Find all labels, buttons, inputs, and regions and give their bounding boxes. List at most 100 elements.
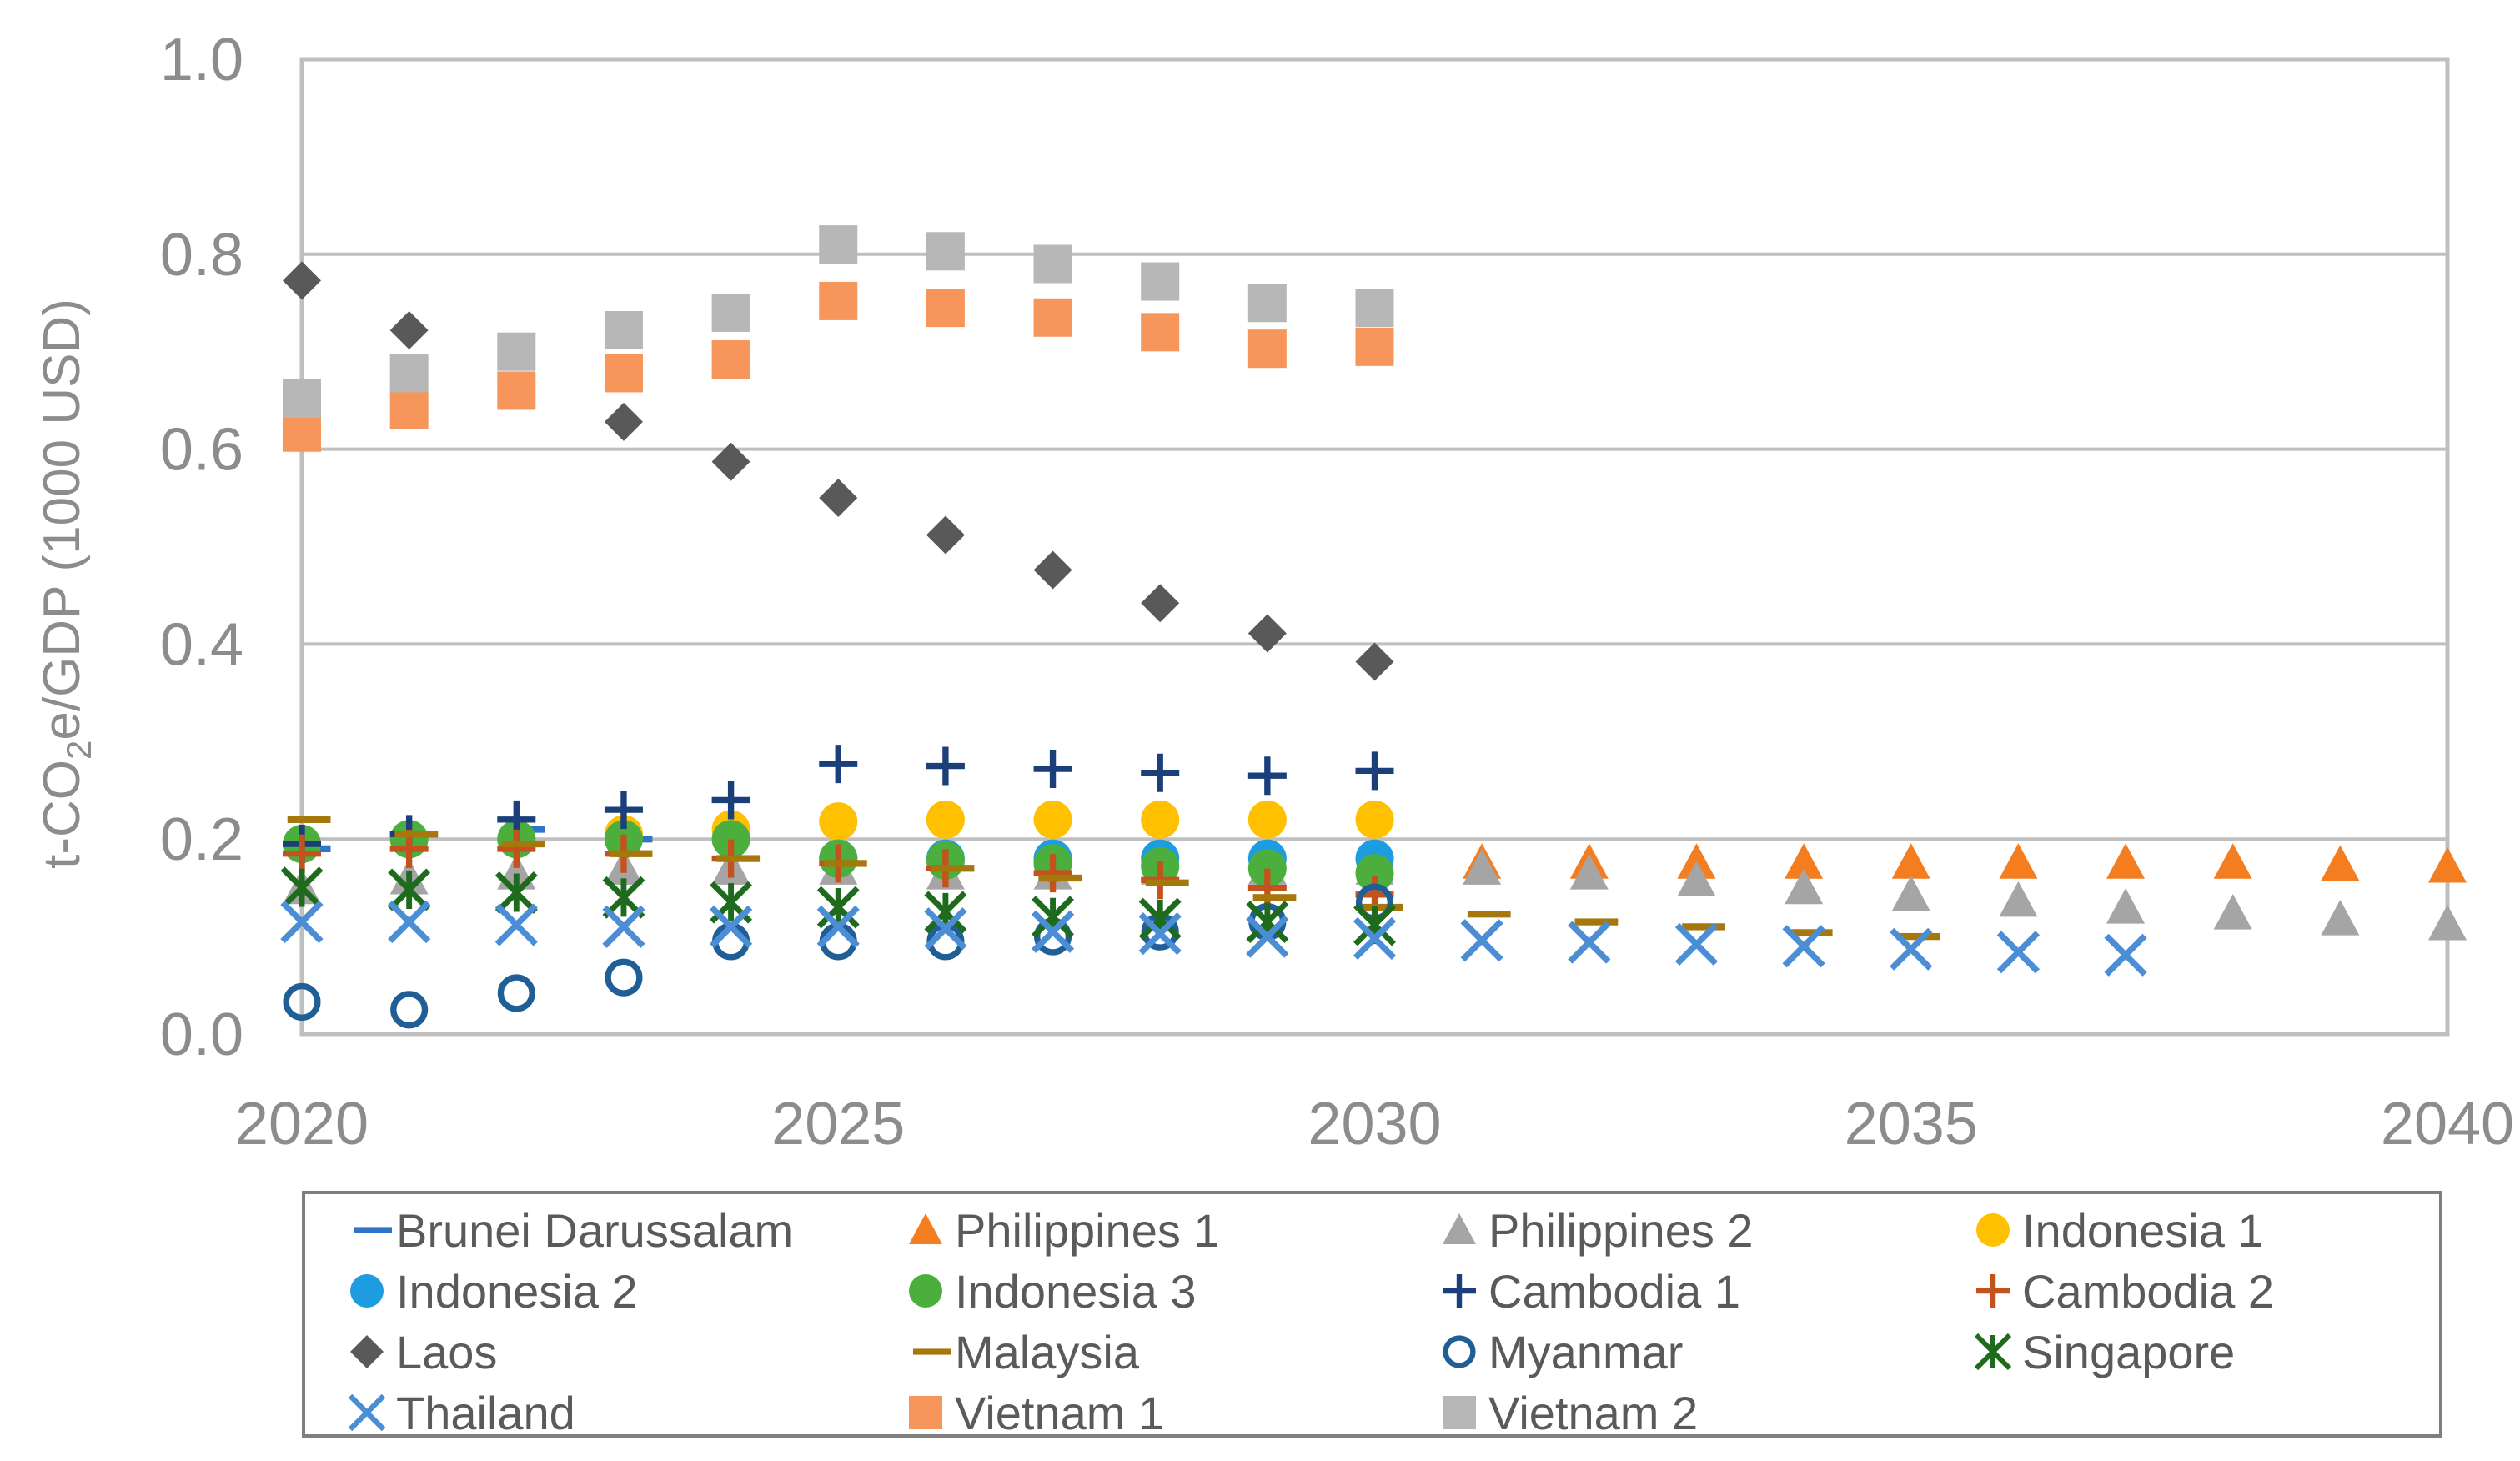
legend-item: Thailand (348, 1387, 575, 1439)
data-point (602, 905, 645, 949)
data-point (1033, 550, 1072, 590)
data-point (711, 293, 750, 332)
data-point (494, 871, 538, 914)
legend-label: Myanmar (1488, 1326, 1683, 1378)
x-tick-label: 2020 (235, 1091, 369, 1157)
data-point (604, 402, 643, 441)
data-point (2213, 843, 2252, 879)
data-point (819, 802, 858, 841)
data-point (1891, 843, 1930, 879)
legend-marker (1443, 1274, 1476, 1308)
data-point (1353, 916, 1397, 961)
data-point (924, 907, 967, 951)
legend-label: Thailand (396, 1387, 575, 1439)
legend-box (302, 1191, 2442, 1438)
data-point (497, 829, 536, 868)
data-point (283, 379, 321, 418)
series-malaysia (287, 816, 1940, 941)
series-singapore (280, 866, 1396, 946)
legend-item: Vietnam 2 (1443, 1387, 1698, 1439)
legend-label: Laos (396, 1326, 497, 1378)
legend-marker (1976, 1213, 2010, 1247)
data-point (1677, 861, 1716, 896)
legend-item: Indonesia 3 (909, 1265, 1197, 1318)
data-point (1033, 750, 1072, 789)
legend-label: Cambodia 1 (1488, 1265, 1740, 1318)
legend-marker (1443, 1335, 1476, 1368)
x-axis-ticks: 2020 2025 2030 2035 2040 (235, 1091, 2514, 1157)
data-point (819, 281, 858, 320)
data-point (1674, 922, 1719, 966)
data-point (2106, 843, 2146, 879)
data-point (1355, 800, 1394, 839)
legend-marker (1976, 1274, 2010, 1308)
legend-marker (350, 1335, 384, 1368)
data-point (1782, 925, 1825, 968)
x-tick-label: 2035 (1845, 1091, 1978, 1157)
legend-item: Brunei Darussalam (354, 1204, 793, 1257)
data-point (604, 310, 643, 349)
data-point (1355, 854, 1394, 893)
data-point (283, 982, 321, 1021)
data-point (1789, 929, 1833, 936)
data-point (1141, 262, 1180, 301)
legend-marker (909, 1274, 942, 1308)
data-point (711, 442, 750, 481)
data-point (1038, 874, 1082, 882)
data-point (1247, 284, 1287, 323)
y-axis-label: t-CO2e/GDP (1000 USD) (33, 299, 98, 869)
data-point (1574, 918, 1619, 926)
data-point (280, 866, 324, 910)
data-point (1891, 875, 1930, 911)
legend-item: Vietnam 1 (909, 1387, 1164, 1439)
legend-label: Vietnam 2 (1488, 1387, 1698, 1439)
legend-item: Laos (350, 1326, 497, 1378)
data-point (1785, 843, 1824, 879)
legend-label: Indonesia 2 (396, 1265, 638, 1318)
y-tick-label: 0.4 (160, 611, 243, 678)
data-point (819, 479, 858, 518)
data-point (1033, 800, 1072, 839)
data-points (280, 225, 2467, 1029)
legend: Brunei Darussalam Philippines 1 Philippine… (348, 1204, 2274, 1439)
data-point (1569, 854, 1609, 890)
y-axis-ticks: 0.0 0.2 0.4 0.6 0.8 1.0 (160, 27, 243, 1068)
data-point (1568, 921, 1611, 964)
data-point (824, 860, 867, 867)
legend-label: Malaysia (955, 1326, 1140, 1378)
data-point (1463, 849, 1502, 885)
data-point (1141, 584, 1180, 623)
data-point (1033, 244, 1072, 284)
y-axis-label-subscript: 2 (59, 741, 98, 760)
data-point (2321, 845, 2360, 881)
data-point (2213, 894, 2252, 930)
data-point (1247, 800, 1287, 839)
data-point (1890, 927, 1933, 971)
data-point (280, 900, 324, 944)
legend-label: Indonesia 3 (955, 1265, 1197, 1318)
y-tick-label: 0.0 (160, 1002, 243, 1068)
data-point (287, 816, 331, 823)
data-point (1247, 329, 1287, 369)
data-point (1033, 298, 1072, 337)
series-vietnam-1 (283, 281, 1394, 452)
y-tick-label: 0.2 (160, 806, 243, 873)
legend-marker (350, 1274, 384, 1308)
data-point (926, 746, 965, 786)
legend-item: Philippines 2 (1443, 1204, 1754, 1257)
data-point (394, 831, 439, 838)
data-point (502, 840, 545, 848)
series-vietnam-2 (283, 225, 1394, 418)
data-point (1896, 932, 1940, 941)
y-axis-label-prefix: t-CO (33, 760, 91, 869)
data-point (2321, 900, 2360, 936)
data-point (1141, 313, 1180, 352)
plot-area-frame (299, 57, 2450, 1037)
data-point (390, 991, 429, 1029)
legend-label: Brunei Darussalam (396, 1204, 793, 1257)
y-tick-label: 0.8 (160, 222, 243, 289)
legend-item: Malaysia (913, 1326, 1140, 1378)
data-point (388, 868, 431, 911)
data-point (819, 225, 858, 264)
y-tick-label: 1.0 (160, 27, 243, 93)
